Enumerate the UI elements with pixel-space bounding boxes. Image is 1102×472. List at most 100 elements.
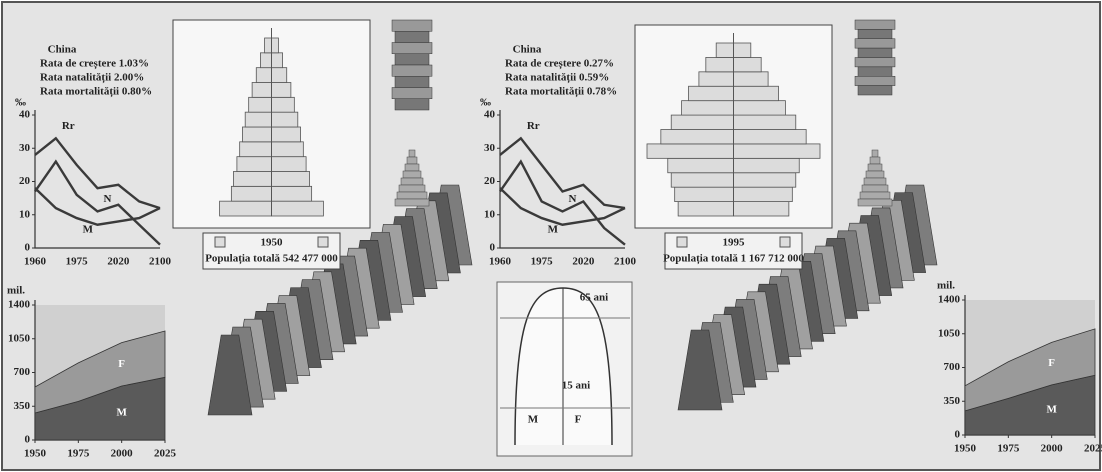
- y-tick-label: 30: [19, 142, 31, 154]
- series-label: N: [104, 193, 112, 205]
- decoration: [869, 156, 881, 165]
- pyramid-bar: [688, 85, 734, 102]
- pyramid-bar: [219, 200, 272, 217]
- series-label: F: [118, 358, 125, 370]
- decoration: [396, 191, 428, 200]
- pyramid-bar: [674, 186, 734, 202]
- area-series: [34, 330, 166, 414]
- decoration: [857, 47, 893, 58]
- decoration: [394, 53, 430, 66]
- diagram-label: 15 ani: [562, 380, 590, 392]
- decoration: [400, 177, 424, 186]
- pyramid-bar: [705, 57, 734, 73]
- decoration: [391, 19, 433, 32]
- chart-title: China: [48, 44, 77, 56]
- pyramid-bar: [733, 172, 797, 188]
- y-axis-label: ‰: [15, 97, 26, 109]
- y-tick-label: 20: [19, 175, 31, 187]
- axis: [499, 110, 625, 249]
- y-tick-label: 700: [944, 361, 961, 373]
- decoration: [391, 87, 433, 99]
- diagram-label: F: [575, 414, 582, 426]
- pyramid-bar: [271, 37, 279, 54]
- chart-title: China: [513, 44, 542, 56]
- x-tick-label: 2020: [572, 256, 595, 268]
- pyramid-bar: [271, 156, 307, 172]
- decoration: [391, 64, 433, 77]
- pyramid-bar: [251, 82, 272, 98]
- pyramid-bar: [271, 67, 288, 83]
- pyramid-bar: [271, 82, 292, 98]
- line-series: [499, 159, 626, 246]
- pyramid-bar: [264, 37, 272, 54]
- legend-swatch: [676, 236, 688, 248]
- pyramid-bar: [733, 186, 793, 202]
- x-tick-label: 1975: [997, 443, 1020, 455]
- x-tick-label: 1950: [954, 443, 977, 455]
- pyramid-bar: [244, 111, 272, 128]
- decoration: [854, 76, 896, 86]
- y-tick-label: 30: [484, 142, 496, 154]
- decoration: [408, 149, 416, 158]
- decoration: [402, 170, 422, 179]
- x-tick-label: 2000: [1041, 443, 1064, 455]
- annotation: Rata mortalității 0.80%: [40, 86, 152, 98]
- pyramid-bar: [271, 96, 295, 113]
- x-tick-label: 1975: [67, 448, 90, 460]
- annotation: Rata de creștere 1.03%: [40, 58, 149, 70]
- decoration: [398, 184, 426, 193]
- line-series: [499, 187, 626, 226]
- legend-swatch: [214, 236, 226, 248]
- pyramid-bar: [271, 185, 313, 202]
- line-series: [34, 187, 161, 226]
- series-label: Rr: [62, 120, 75, 132]
- y-tick-label: 0: [490, 242, 496, 254]
- annotation: Rata natalității 0.59%: [505, 72, 609, 84]
- pyramid-bar: [733, 114, 797, 130]
- series-label: M: [83, 224, 94, 236]
- y-tick-label: 20: [484, 175, 496, 187]
- decoration: [394, 98, 430, 111]
- legend-box: [202, 232, 341, 270]
- pyramid-bar: [271, 126, 301, 143]
- series-label: M: [116, 407, 127, 419]
- pyramid-bar: [239, 141, 272, 158]
- pyramid-bar: [271, 171, 310, 187]
- annotation: Rata mortalității 0.78%: [505, 86, 617, 98]
- x-tick-label: 2025: [1084, 443, 1102, 455]
- decoration: [857, 66, 893, 77]
- pyramid-bar: [236, 156, 272, 172]
- pyramid-bar: [660, 129, 734, 145]
- pyramid-bar: [677, 201, 734, 217]
- y-tick-label: 1050: [938, 327, 961, 339]
- y-tick-label: 700: [14, 366, 31, 378]
- y-tick-label: 1050: [8, 332, 31, 344]
- pyramid-total: Populația totală 542 477 000: [205, 253, 338, 265]
- decoration: [857, 198, 893, 207]
- area-series: [964, 328, 1096, 412]
- decoration: [854, 57, 896, 68]
- decoration: [394, 76, 430, 88]
- y-tick-label: 0: [25, 434, 31, 446]
- series-label: N: [569, 193, 577, 205]
- y-tick-label: 350: [944, 395, 961, 407]
- y-axis-label: mil.: [7, 285, 25, 297]
- pyramid-total: Populația totală 1 167 712 000: [663, 253, 804, 265]
- line-series: [34, 136, 161, 210]
- x-tick-label: 1950: [24, 448, 47, 460]
- decoration: [857, 29, 893, 39]
- decoration: [854, 19, 896, 30]
- age-diagram: 65 ani 15 ani M F: [496, 281, 633, 457]
- pyramid-bar: [733, 201, 790, 217]
- y-tick-label: 1400: [8, 299, 31, 311]
- pyramid-bar: [733, 129, 807, 145]
- diagram-label: 65 ani: [580, 292, 608, 304]
- y-tick-label: 40: [19, 109, 31, 121]
- axis: [34, 110, 160, 249]
- x-tick-label: 1960: [489, 256, 512, 268]
- decoration: [865, 170, 885, 179]
- pyramid-bar: [698, 71, 734, 87]
- pyramid-bar: [646, 143, 734, 159]
- decoration: [863, 177, 887, 186]
